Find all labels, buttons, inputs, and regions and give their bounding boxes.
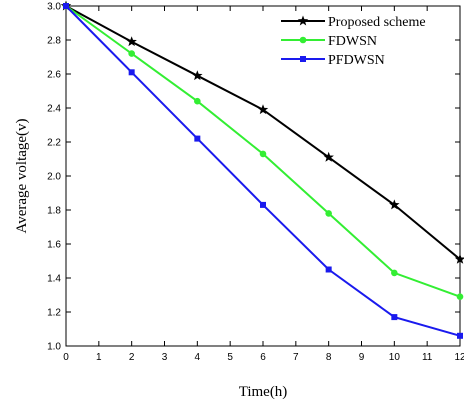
y-tick-label: 1.4 [47, 274, 61, 285]
data-point-proposed-scheme [323, 151, 334, 162]
y-tick-label: 1.2 [47, 308, 61, 319]
series-proposed-scheme [60, 0, 464, 264]
legend-marker [299, 36, 307, 44]
x-tick-label: 7 [293, 352, 299, 363]
data-point-proposed-scheme [454, 253, 464, 264]
legend-label: FDWSN [328, 34, 377, 49]
legend-marker [300, 56, 306, 62]
x-tick-label: 12 [454, 352, 464, 363]
y-tick-label: 2.6 [47, 70, 61, 81]
data-point-fdwsn [128, 50, 135, 57]
legend-label: PFDWSN [328, 53, 385, 68]
y-tick-label: 2.2 [47, 138, 61, 149]
data-point-fdwsn [259, 150, 267, 158]
data-point-fdwsn [325, 210, 332, 217]
legend-item-fdwsn: FDWSN [281, 34, 377, 49]
x-tick-label: 5 [227, 352, 233, 363]
data-point-pfdwsn [194, 135, 201, 142]
x-tick-label: 4 [195, 352, 201, 363]
data-point-pfdwsn [260, 201, 266, 208]
x-axis-title: Time(h) [239, 384, 288, 400]
data-point-proposed-scheme [192, 70, 203, 81]
x-tick-label: 2 [129, 352, 135, 363]
axes [65, 5, 461, 347]
x-tick-label: 1 [96, 352, 102, 363]
tick-group: 0 1 2 3 4 5 6 7 8 9 10 11 121.01.21.41.61.82.02.22.4… [47, 2, 464, 364]
y-tick-label: 2.4 [47, 104, 61, 115]
data-point-pfdwsn [128, 69, 135, 76]
legend-label: Proposed scheme [328, 15, 426, 30]
series-fdwsn [62, 2, 464, 301]
y-axis-title: Average voltage(v) [14, 118, 30, 233]
x-tick-label: 6 [260, 352, 266, 363]
data-point-proposed-scheme [389, 199, 400, 210]
data-point-pfdwsn [63, 3, 69, 9]
y-tick-label: 1.0 [47, 342, 61, 353]
series-line-proposed-scheme [65, 5, 461, 261]
data-point-pfdwsn [325, 266, 332, 273]
x-tick-label: 10 [389, 352, 401, 363]
legend: Proposed scheme FDWSN PFDWSN [281, 15, 426, 68]
y-tick-label: 2.0 [47, 172, 61, 183]
y-tick-label: 2.8 [47, 36, 61, 47]
series-pfdwsn [63, 3, 463, 339]
series-line-pfdwsn [65, 5, 461, 337]
data-point-fdwsn [194, 97, 201, 105]
x-tick-label: 8 [326, 352, 332, 363]
data-point-pfdwsn [391, 314, 398, 321]
plot-frame [65, 5, 461, 347]
x-tick-label: 0 [63, 352, 69, 363]
data-point-fdwsn [456, 293, 464, 301]
legend-item-proposed-scheme: Proposed scheme [281, 15, 426, 30]
legend-item-pfdwsn: PFDWSN [281, 53, 385, 68]
data-point-proposed-scheme [126, 36, 137, 47]
series-group [60, 0, 464, 339]
data-point-proposed-scheme [257, 104, 269, 115]
x-tick-label: 3 [162, 352, 168, 363]
y-tick-label: 1.8 [47, 206, 61, 217]
legend-marker [297, 15, 309, 26]
data-point-pfdwsn [457, 332, 463, 339]
data-point-fdwsn [391, 269, 398, 277]
y-tick-label: 3.0 [47, 2, 61, 13]
x-tick-label: 9 [359, 352, 365, 363]
x-tick-label: 11 [422, 352, 433, 363]
y-tick-label: 1.6 [47, 240, 61, 251]
